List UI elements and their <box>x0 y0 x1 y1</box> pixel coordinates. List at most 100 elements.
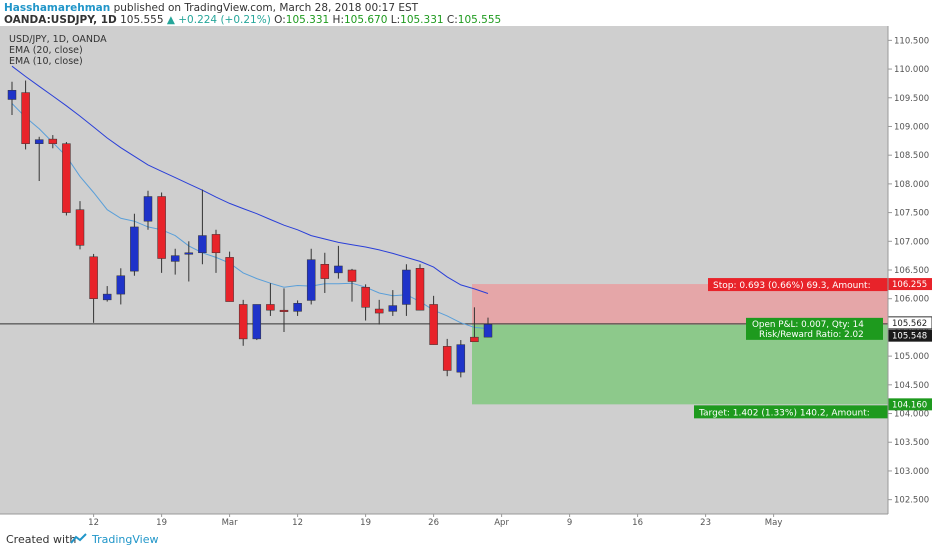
candle-body <box>347 269 357 282</box>
target-price-badge <box>888 398 932 411</box>
candle-body <box>116 275 126 295</box>
target-label-box <box>694 405 888 419</box>
candle-body <box>470 336 479 343</box>
high-value: 105.670 <box>343 14 388 26</box>
candle-body <box>211 234 221 254</box>
candle <box>7 81 17 115</box>
chart-legend-title: USD/JPY, 1D, OANDA <box>9 34 107 45</box>
candle <box>238 299 248 346</box>
footer: Created with TradingView <box>0 528 932 550</box>
y-tick-label: 110.500 <box>894 36 929 46</box>
x-tick-label: 12 <box>292 518 303 528</box>
candle <box>157 192 166 273</box>
publish-info: Hasshamarehman published on TradingView.… <box>4 2 418 14</box>
low-label: L: <box>390 14 401 26</box>
candle-body <box>238 304 248 340</box>
candle-body <box>143 196 153 222</box>
x-tick-label: May <box>765 518 783 528</box>
candle-body <box>415 268 425 311</box>
chart-legend-ema10: EMA (10, close) <box>9 56 83 67</box>
x-tick-label: 19 <box>360 518 371 528</box>
y-tick-label: 110.000 <box>894 65 929 75</box>
risk-reward-label: Risk/Reward Ratio: 2.02 <box>759 330 864 340</box>
candle <box>225 251 234 302</box>
stop-price-label: 106.255 <box>892 280 927 290</box>
candle-body <box>320 264 330 279</box>
symbol-label: OANDA:USDJPY, 1D <box>4 14 117 26</box>
candle <box>75 201 85 250</box>
author-name[interactable]: Hasshamarehman <box>4 2 111 14</box>
candle-body <box>34 139 44 144</box>
candle-body <box>89 256 98 299</box>
stop-price-badge <box>888 278 932 291</box>
close-value: 105.555 <box>457 14 502 26</box>
y-tick-label: 105.000 <box>894 352 929 362</box>
candle-body <box>334 265 343 274</box>
candle-body <box>102 293 112 301</box>
candle <box>130 213 139 276</box>
candle <box>306 248 316 305</box>
candle-body <box>252 304 262 340</box>
y-tick-label: 108.000 <box>894 180 929 190</box>
y-tick-label: 103.000 <box>894 467 929 477</box>
candle <box>143 190 153 230</box>
candle <box>62 141 71 216</box>
candle-body <box>130 226 139 272</box>
candle-body <box>170 255 180 262</box>
y-tick-label: 107.500 <box>894 209 929 219</box>
candle-body <box>388 305 398 312</box>
close-label: C: <box>446 14 458 26</box>
entry-price-badge <box>888 329 932 342</box>
tradingview-brand-link[interactable]: TradingView <box>92 533 159 546</box>
candle <box>334 245 343 279</box>
candle <box>374 299 384 325</box>
last-price: 105.555 <box>120 14 164 26</box>
time-axis-background <box>0 514 888 528</box>
candle <box>442 338 452 377</box>
price-axis-background <box>888 26 932 528</box>
change-value: ▲ +0.224 (+0.21%) <box>166 14 271 26</box>
tradingview-logo-icon <box>70 533 87 544</box>
x-tick-label: Mar <box>222 518 239 528</box>
x-tick-label: 12 <box>88 518 99 528</box>
pnl-label-box <box>746 317 883 340</box>
symbol-info: OANDA:USDJPY, 1D 105.555 ▲ +0.224 (+0.21… <box>4 14 501 26</box>
candle-body <box>456 344 466 373</box>
high-label: H: <box>332 14 344 26</box>
x-tick-label: 16 <box>632 518 643 528</box>
candle-body <box>293 303 302 312</box>
candle <box>361 284 370 321</box>
candle-body <box>402 269 411 305</box>
candle <box>198 189 207 265</box>
candle-body <box>75 209 85 246</box>
x-tick-label: Apr <box>494 518 509 528</box>
candle <box>347 268 357 302</box>
candle <box>388 290 398 316</box>
y-tick-label: 104.500 <box>894 381 929 391</box>
y-tick-label: 109.000 <box>894 122 929 132</box>
candle-body <box>483 324 493 338</box>
pnl-label: Open P&L: 0.007, Qty: 14 <box>752 320 864 330</box>
candle-body <box>442 346 452 371</box>
y-tick-label: 106.000 <box>894 295 929 305</box>
stop-label: Stop: 0.693 (0.66%) 69.3, Amount: <box>713 281 871 291</box>
candle <box>293 300 302 316</box>
candle-body <box>157 196 166 259</box>
x-tick-label: 9 <box>567 518 572 528</box>
candle-body <box>374 308 384 314</box>
candle <box>184 241 194 282</box>
candle <box>21 80 30 150</box>
ema20-line <box>11 65 489 294</box>
candle <box>456 340 466 378</box>
entry-price-label: 105.548 <box>892 332 927 342</box>
candle <box>266 283 275 316</box>
candle-body <box>266 304 275 311</box>
publish-text: published on TradingView.com, March 28, … <box>113 2 419 14</box>
candle <box>320 252 330 293</box>
y-tick-label: 102.500 <box>894 496 929 506</box>
candle <box>470 307 479 343</box>
price-chart[interactable]: 102.500 103.000 103.500 104.000 104.500 105.0… <box>0 26 932 528</box>
candle-body <box>21 92 30 144</box>
target-price-label: 104.160 <box>892 400 927 410</box>
y-tick-label: 109.500 <box>894 94 929 104</box>
